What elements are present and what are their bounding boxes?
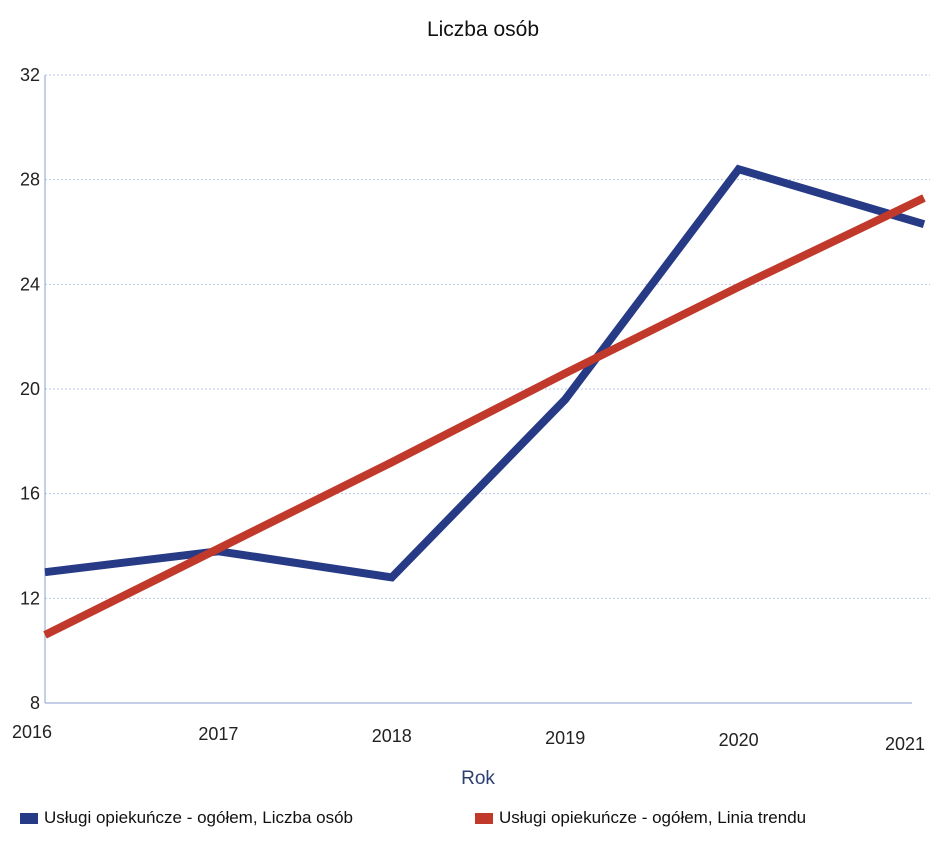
y-tick-label: 32 [20,65,40,85]
x-tick-label: 2020 [719,730,759,750]
x-axis-ticks: 2016 2017 2018 2019 2020 2021 [12,722,925,754]
y-tick-label: 24 [20,274,40,294]
gridlines [45,74,930,599]
y-tick-label: 20 [20,379,40,399]
legend-label-liczba-osob: Usługi opiekuńcze - ogółem, Liczba osób [44,808,354,827]
legend: Usługi opiekuńcze - ogółem, Liczba osób … [20,808,920,836]
x-tick-label: 2018 [372,726,412,746]
x-tick-label: 2017 [198,724,238,744]
chart-title: Liczba osób [427,18,539,41]
y-tick-label: 28 [20,170,40,190]
legend-item-linia-trendu: Usługi opiekuńcze - ogółem, Linia trendu [475,808,806,828]
x-tick-label: 2016 [12,722,52,742]
legend-label-linia-trendu: Usługi opiekuńcze - ogółem, Linia trendu [499,808,807,827]
legend-item-liczba-osob: Usługi opiekuńcze - ogółem, Liczba osób [20,808,353,828]
series-line-linia-trendu [43,194,926,639]
y-tick-label: 16 [20,484,40,504]
legend-swatch-linia-trendu [475,812,493,824]
x-tick-label: 2021 [885,734,925,754]
y-tick-label: 12 [20,588,40,608]
y-tick-label: 8 [30,693,40,713]
series-lines [43,164,926,639]
series-line-liczba-osob [44,164,926,582]
legend-swatch-liczba-osob [20,812,38,824]
x-axis-label: Rok [461,768,495,789]
y-axis-ticks: 8 12 16 20 24 28 32 [20,65,40,713]
x-tick-label: 2019 [545,728,585,748]
